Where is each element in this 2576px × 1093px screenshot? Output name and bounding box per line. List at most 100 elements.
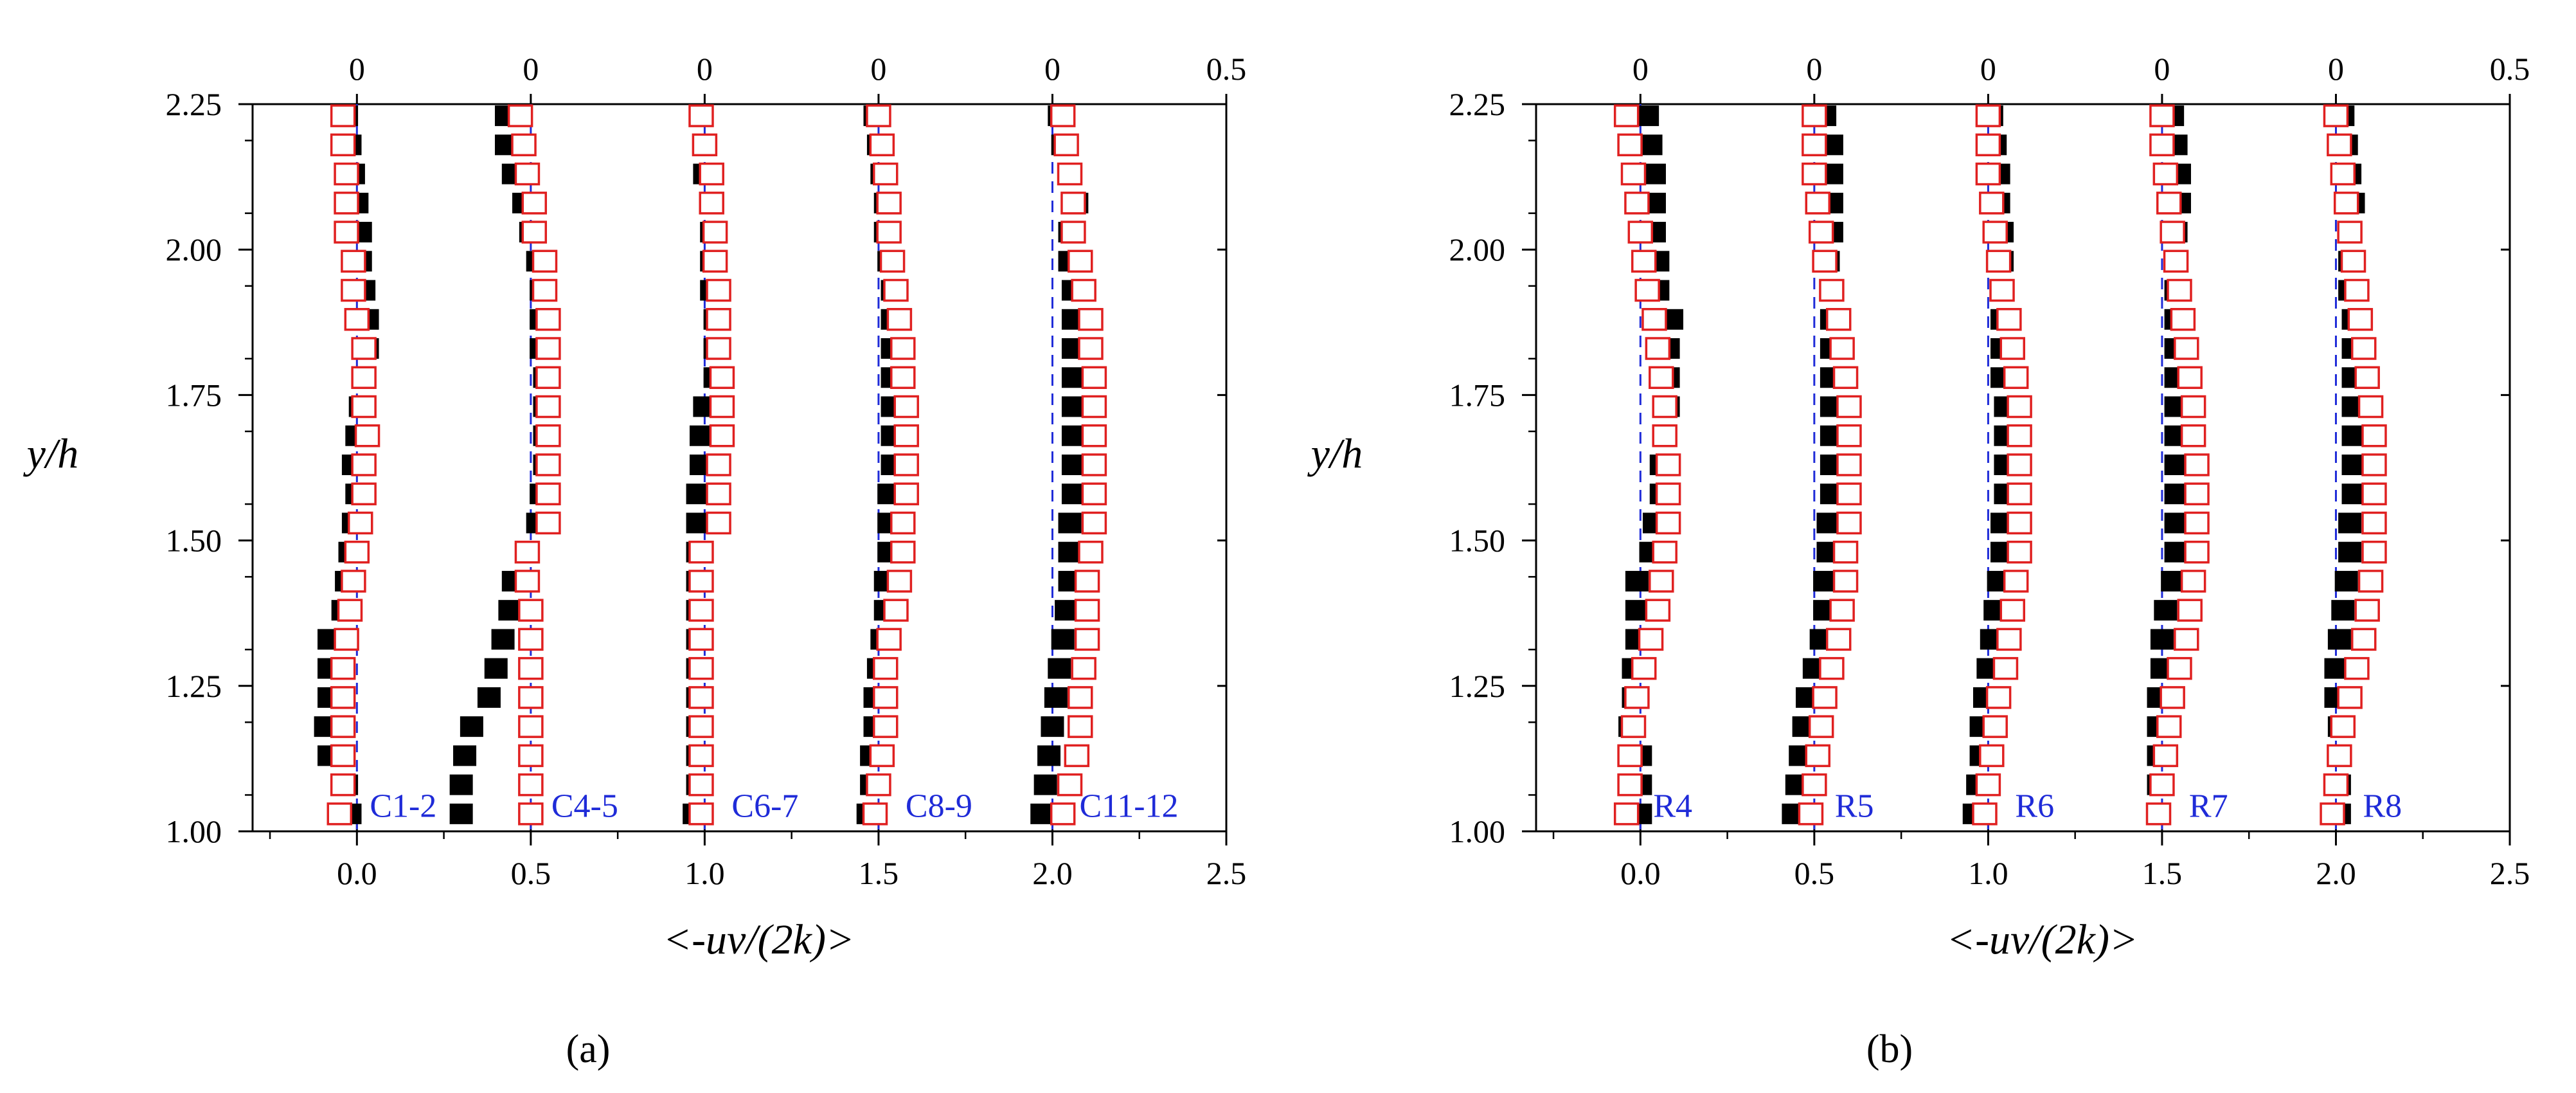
solid-marker	[2331, 600, 2355, 621]
open-marker	[1992, 656, 2019, 680]
open-marker	[2184, 482, 2210, 505]
open-marker	[1081, 482, 1107, 505]
open-marker	[344, 540, 370, 564]
open-marker	[1081, 453, 1107, 476]
series-label: C6-7	[731, 788, 798, 824]
open-marker	[2351, 337, 2377, 360]
open-marker	[1655, 511, 1681, 535]
series-R4: R4	[1613, 104, 1692, 831]
open-marker	[1802, 162, 1827, 186]
open-marker	[1620, 715, 1647, 738]
series-C1-2: C1-2	[314, 104, 436, 831]
solid-marker	[1044, 687, 1068, 708]
open-marker	[709, 395, 735, 419]
open-marker	[2149, 133, 2175, 157]
series-C11-12: C11-12	[1030, 104, 1179, 831]
open-marker	[1655, 482, 1681, 505]
open-marker	[876, 192, 902, 215]
open-marker	[688, 686, 714, 709]
solid-marker	[1051, 629, 1075, 650]
open-marker	[1832, 570, 1859, 593]
open-marker	[876, 628, 902, 651]
open-marker	[2145, 802, 2172, 826]
open-marker	[1631, 656, 1657, 680]
open-marker	[1825, 308, 1852, 331]
solid-marker	[2161, 570, 2185, 592]
open-marker	[688, 715, 714, 738]
open-marker	[2344, 656, 2370, 680]
open-marker	[1068, 249, 1093, 273]
open-marker	[702, 221, 728, 244]
open-marker	[1081, 395, 1107, 419]
solid-marker	[1037, 745, 1061, 766]
open-marker	[1975, 133, 2001, 157]
open-marker	[1836, 511, 1862, 535]
y-tick-label: 1.00	[166, 813, 222, 849]
open-marker	[2152, 162, 2179, 186]
open-marker	[514, 570, 541, 593]
open-marker	[688, 656, 714, 680]
open-marker	[2357, 395, 2384, 419]
series-label: C4-5	[551, 788, 618, 824]
open-marker	[1050, 104, 1076, 127]
open-marker	[2184, 540, 2210, 564]
open-marker	[1832, 366, 1859, 390]
y-tick-label: 1.75	[166, 377, 222, 413]
open-marker	[1996, 308, 2022, 331]
open-marker	[1057, 162, 1083, 186]
open-marker	[2340, 249, 2366, 273]
solid-marker	[1033, 774, 1057, 795]
solid-marker	[1813, 570, 1837, 592]
series-R5: R5	[1782, 104, 1874, 831]
open-marker	[341, 249, 366, 273]
open-marker	[2007, 424, 2032, 447]
open-marker	[2344, 278, 2370, 302]
open-marker	[330, 715, 356, 738]
open-marker	[1060, 192, 1086, 215]
open-marker	[521, 221, 548, 244]
top-axis-label: 0.5	[1206, 51, 1247, 87]
solid-marker	[1030, 803, 1054, 824]
open-marker	[1649, 570, 1674, 593]
series-C4-5: C4-5	[449, 104, 618, 831]
open-marker	[2361, 453, 2387, 476]
open-marker	[2357, 570, 2384, 593]
solid-marker	[2164, 512, 2188, 534]
solid-marker	[449, 774, 473, 795]
open-marker	[2167, 278, 2192, 302]
x-tick-label: 0.0	[1620, 855, 1661, 891]
open-marker	[706, 511, 731, 535]
x-tick-label: 2.5	[1206, 855, 1247, 891]
open-marker	[2180, 424, 2206, 447]
series-label: R7	[2189, 788, 2228, 824]
open-marker	[1634, 278, 1660, 302]
series-label: C8-9	[906, 788, 972, 824]
open-marker	[699, 192, 724, 215]
solid-marker	[2164, 454, 2188, 475]
open-marker	[893, 395, 919, 419]
open-marker	[2149, 104, 2175, 127]
y-tick-label: 1.50	[166, 523, 222, 559]
open-marker	[1985, 686, 2012, 709]
top-axis-label: 0	[2154, 51, 2170, 87]
open-marker	[2177, 599, 2203, 622]
open-marker	[893, 424, 919, 447]
y-tick-label: 1.75	[1449, 377, 1506, 413]
open-marker	[334, 221, 359, 244]
open-marker	[511, 133, 537, 157]
open-marker	[2160, 221, 2185, 244]
open-marker	[337, 599, 363, 622]
open-marker	[341, 570, 366, 593]
solid-marker	[2154, 600, 2178, 621]
open-marker	[354, 424, 380, 447]
open-marker	[1989, 278, 2015, 302]
open-marker	[2174, 337, 2199, 360]
open-marker	[347, 511, 373, 535]
open-marker	[1808, 715, 1834, 738]
open-marker	[330, 686, 356, 709]
open-marker	[1985, 249, 2012, 273]
solid-marker	[2341, 454, 2365, 475]
open-marker	[688, 773, 714, 797]
open-marker	[2007, 511, 2032, 535]
top-axis-label: 0	[349, 51, 365, 87]
